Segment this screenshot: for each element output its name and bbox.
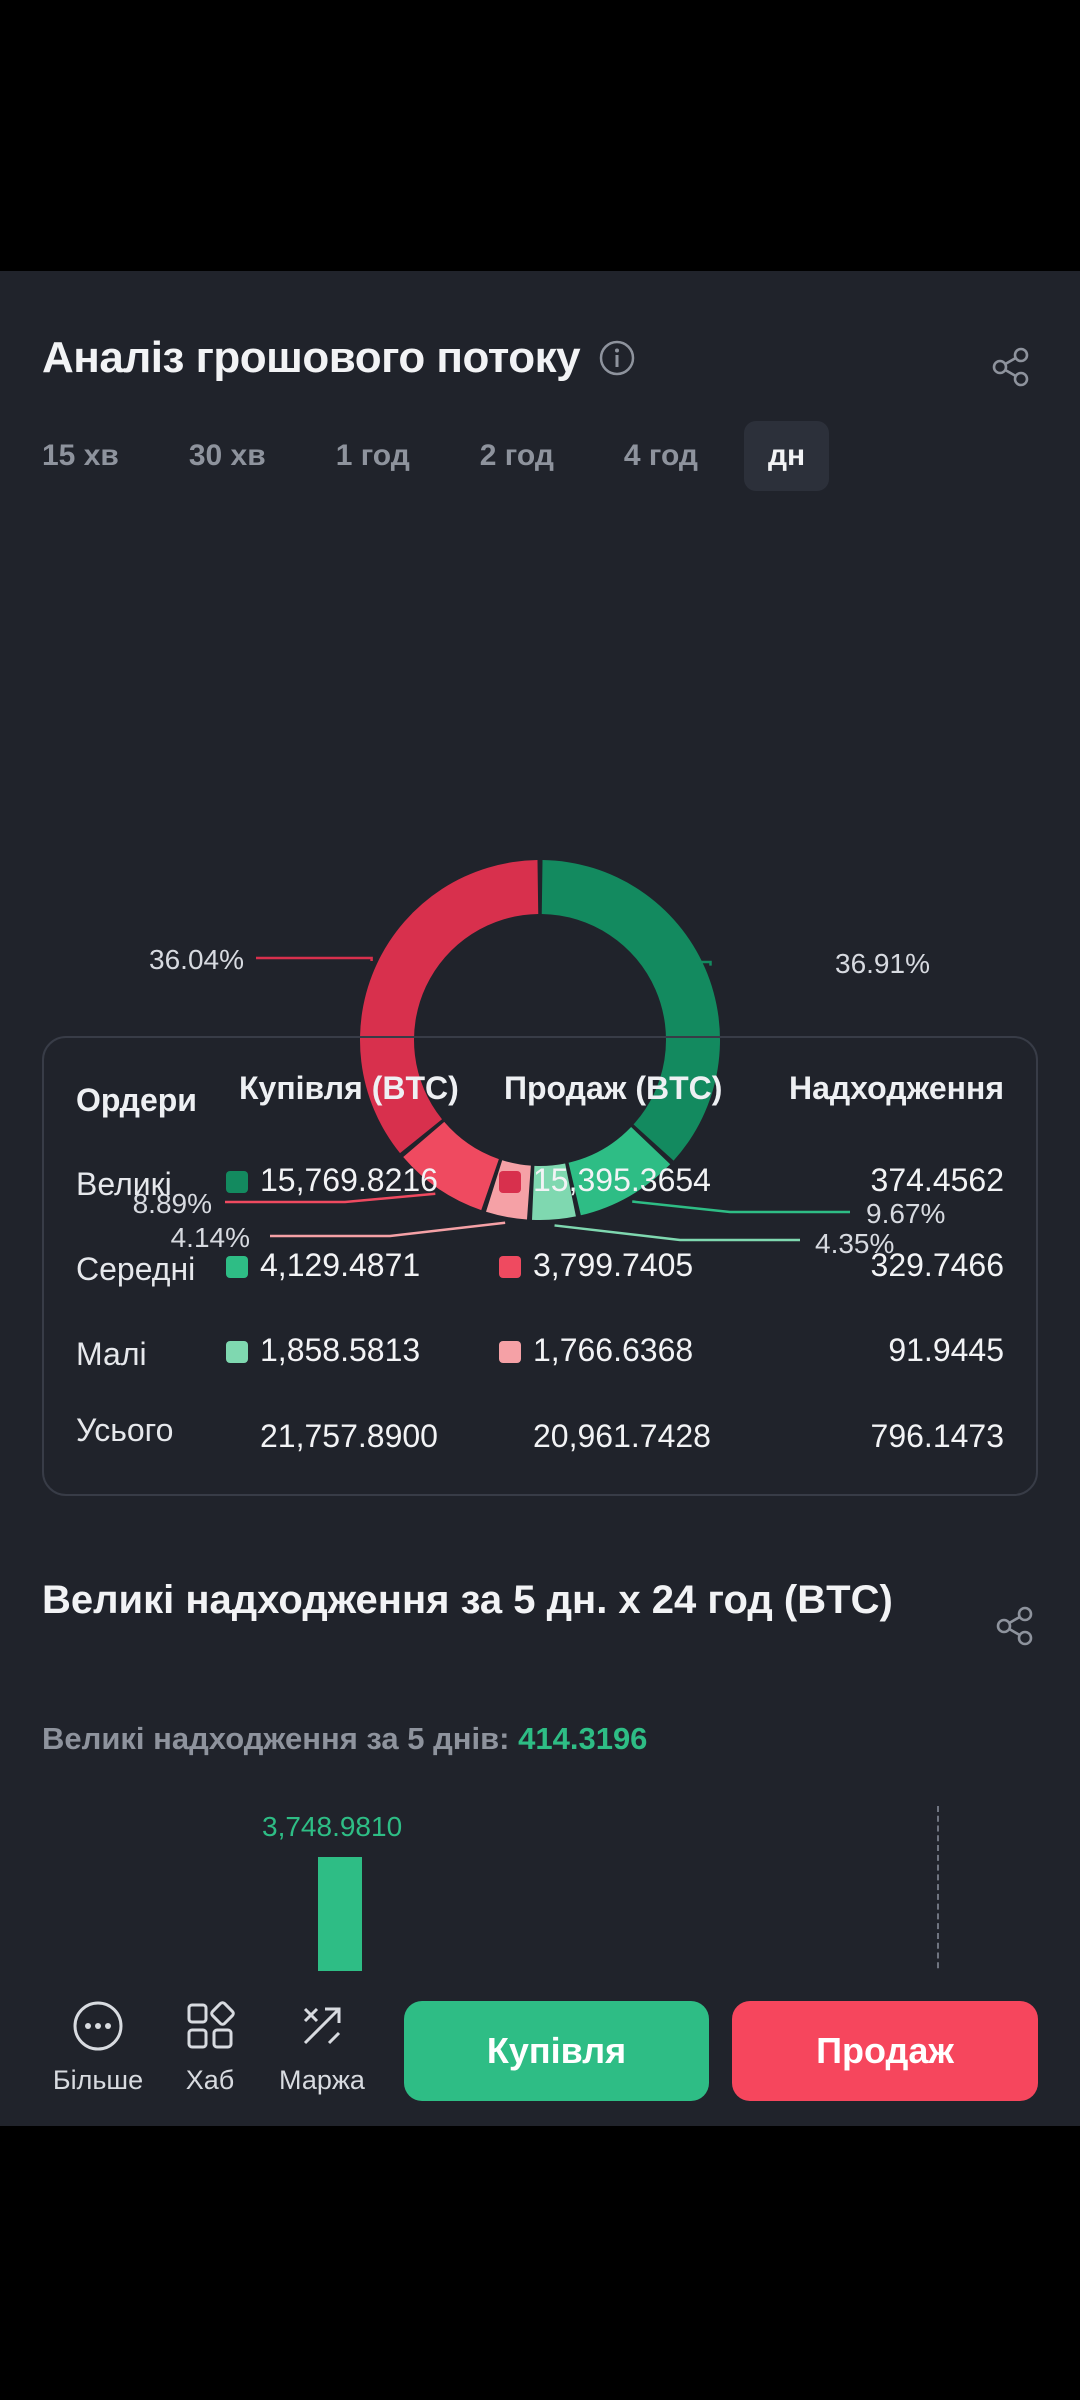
- inflow-value: 374.4562: [870, 1162, 1004, 1198]
- orders-table: Ордери Купівля (BTC) Продаж (BTC) Надход…: [42, 1036, 1038, 1496]
- sell-value: 1,766.6368: [499, 1332, 693, 1369]
- total-sell-value: 20,961.7428: [533, 1418, 711, 1454]
- table-row: Середні 4,129.4871 3,799.7405 329.7466: [44, 1247, 1036, 1307]
- nav-margin[interactable]: Маржа: [272, 1999, 372, 2096]
- slice-big-buy-leader-line: [700, 960, 712, 966]
- buy-value: 4,129.4871: [226, 1247, 420, 1284]
- row-label: Середні: [76, 1251, 196, 1287]
- tab-4h[interactable]: 4 год: [623, 439, 698, 472]
- nav-more-label: Більше: [52, 2065, 144, 2095]
- slice-big-sell-percent-label: 36.04%: [149, 944, 244, 975]
- header-inflow: Надходження: [788, 1070, 1004, 1106]
- small-sell-swatch: [499, 1341, 521, 1363]
- share-icon[interactable]: [994, 1605, 1036, 1647]
- sell-value: 3,799.7405: [499, 1247, 693, 1284]
- info-icon[interactable]: [598, 339, 636, 377]
- small-buy-swatch: [226, 1341, 248, 1363]
- buy-button[interactable]: Купівля: [404, 2001, 709, 2101]
- slice-small-buy-percent-label: 4.35%: [815, 1228, 894, 1259]
- sell-button[interactable]: Продаж: [732, 2001, 1038, 2101]
- slice-small-sell-percent-label: 4.14%: [171, 1222, 250, 1253]
- table-row: Великі 15,769.8216 15,395.3654 374.4562: [44, 1162, 1036, 1222]
- slice-small-buy: [531, 1163, 576, 1220]
- tab-2h[interactable]: 2 год: [479, 439, 554, 472]
- tab-30m[interactable]: 30 хв: [188, 439, 266, 472]
- page-title: Аналіз грошового потоку: [42, 333, 581, 382]
- large-inflow-summary: Великі надходження за 5 днів: 414.3196: [42, 1721, 647, 1757]
- title-row: Аналіз грошового потоку: [42, 333, 636, 383]
- summary-label: Великі надходження за 5 днів:: [42, 1721, 510, 1756]
- timeframe-tabs: 15 хв 30 хв 1 год 2 год 4 год дн: [42, 421, 851, 491]
- margin-icon: [303, 2007, 341, 2045]
- total-inflow-value: 796.1473: [870, 1418, 1004, 1454]
- slice-big-sell-leader-line: [256, 956, 373, 962]
- tab-15m[interactable]: 15 хв: [42, 439, 119, 472]
- mid-buy-swatch: [226, 1256, 248, 1278]
- header-buy: Купівля (BTC): [239, 1070, 459, 1106]
- summary-value: 414.3196: [518, 1721, 648, 1756]
- chart-dashed-marker: [937, 1806, 939, 1978]
- slice-mid-sell-percent-label: 8.89%: [133, 1188, 212, 1219]
- slice-mid-buy: [568, 1127, 671, 1216]
- slice-mid-sell: [403, 1121, 499, 1211]
- row-label: Великі: [76, 1166, 172, 1202]
- big-sell-swatch: [499, 1171, 521, 1193]
- money-flow-screen: Аналіз грошового потоку 15 хв 30 хв 1 го…: [0, 271, 1080, 2126]
- inflow-value: 91.9445: [888, 1332, 1004, 1368]
- slice-small-sell-leader-line: [270, 1221, 506, 1238]
- table-row: Малі 1,858.5813 1,766.6368 91.9445: [44, 1332, 1036, 1392]
- slice-big-sell: [360, 860, 539, 1154]
- buy-value: 1,858.5813: [226, 1332, 420, 1369]
- share-icon[interactable]: [990, 346, 1032, 388]
- inflow-bar: [318, 1857, 362, 1982]
- big-buy-swatch: [226, 1171, 248, 1193]
- hub-icon: [187, 2001, 235, 2049]
- row-label: Малі: [76, 1336, 147, 1372]
- mid-sell-swatch: [499, 1256, 521, 1278]
- table-row-total: Усього 21,757.8900 20,961.7428 796.1473: [44, 1412, 1036, 1472]
- row-label: Усього: [76, 1412, 174, 1448]
- slice-mid-buy-percent-label: 9.67%: [866, 1198, 945, 1229]
- buy-value: 15,769.8216: [226, 1162, 438, 1199]
- slice-mid-buy-leader-line: [632, 1200, 850, 1214]
- header-sell: Продаж (BTC): [504, 1070, 723, 1106]
- inflow-value: 329.7466: [870, 1247, 1004, 1283]
- bar-value-label: 3,748.9810: [262, 1811, 403, 1842]
- slice-mid-sell-leader-line: [225, 1192, 436, 1204]
- slice-small-buy-leader-line: [554, 1224, 800, 1242]
- nav-hub-label: Хаб: [185, 2065, 235, 2095]
- header-orders: Ордери: [76, 1082, 197, 1118]
- tab-1h[interactable]: 1 год: [335, 439, 410, 472]
- slice-big-buy: [541, 860, 721, 1161]
- nav-margin-label: Маржа: [279, 2065, 365, 2095]
- slice-big-buy-percent-label: 36.91%: [835, 948, 930, 979]
- table-header-row: Ордери Купівля (BTC) Продаж (BTC) Надход…: [44, 1070, 1036, 1130]
- more-icon: [73, 2001, 123, 2051]
- nav-hub[interactable]: Хаб: [170, 1999, 250, 2096]
- large-inflow-section-title: Великі надходження за 5 дн. x 24 год (BT…: [42, 1578, 893, 1622]
- nav-more[interactable]: Більше: [48, 1999, 148, 2096]
- bottom-action-bar: Більше Хаб Маржа Купівля Продаж: [0, 1971, 1080, 2126]
- sell-value: 15,395.3654: [499, 1162, 711, 1199]
- tab-1d[interactable]: дн: [743, 421, 830, 491]
- total-buy-value: 21,757.8900: [260, 1418, 438, 1454]
